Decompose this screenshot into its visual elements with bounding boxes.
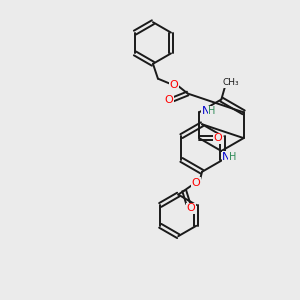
Text: N: N [222,152,230,162]
Text: O: O [214,133,222,143]
Text: CH₃: CH₃ [223,78,240,87]
Text: H: H [208,106,216,116]
Text: O: O [187,203,196,214]
Text: O: O [169,80,178,90]
Text: O: O [192,178,200,188]
Text: N: N [202,106,210,116]
Text: O: O [164,95,173,106]
Text: H: H [229,152,236,162]
